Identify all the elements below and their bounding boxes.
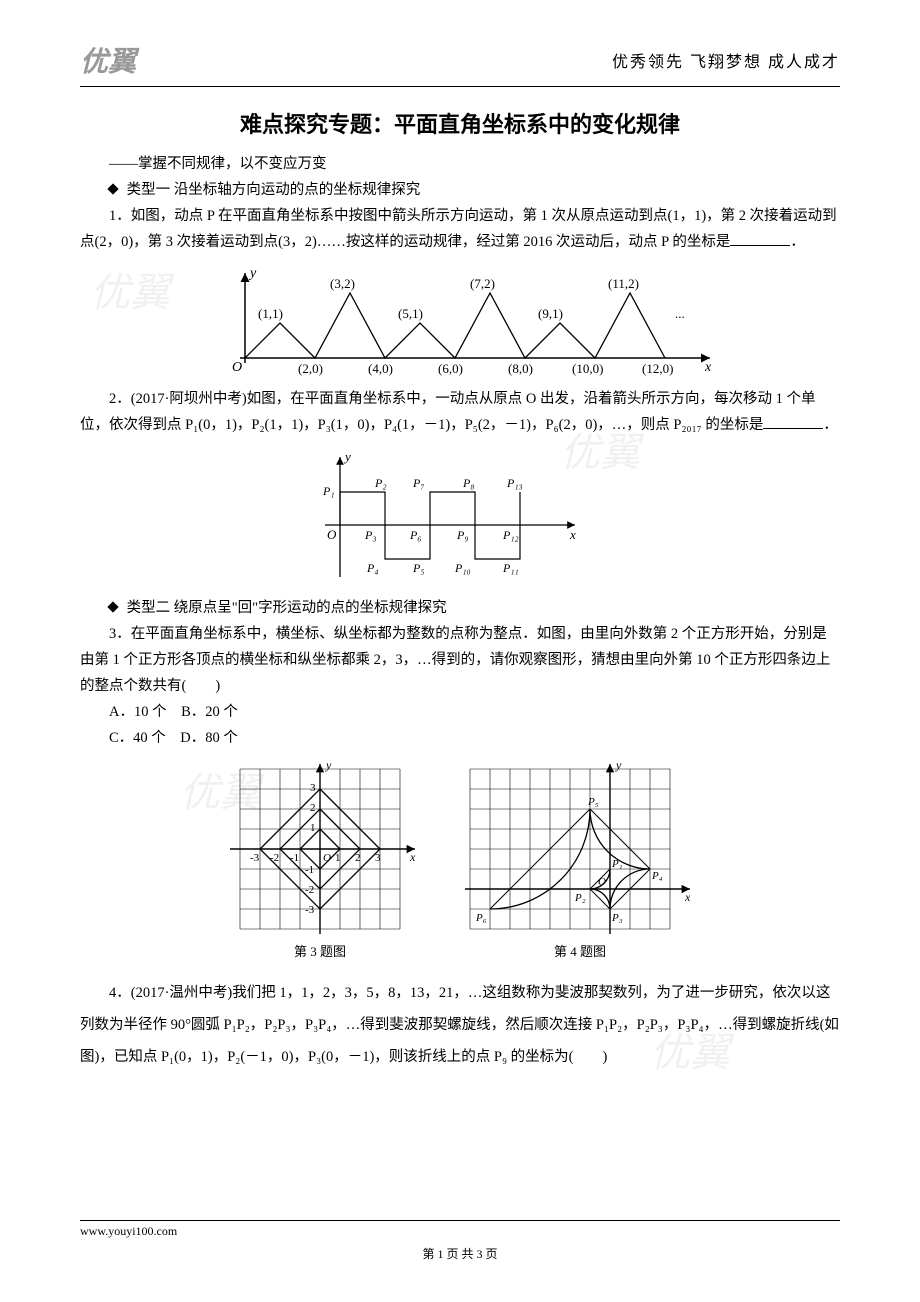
svg-text:P₃: P₃ xyxy=(611,912,623,924)
svg-text:-1: -1 xyxy=(305,864,314,876)
fill-blank[interactable] xyxy=(730,245,790,246)
svg-text:1: 1 xyxy=(310,822,316,834)
svg-text:(7,2): (7,2) xyxy=(470,276,495,291)
svg-text:P₉: P₉ xyxy=(456,528,469,542)
type1-label: 类型一 沿坐标轴方向运动的点的坐标规律探究 xyxy=(127,182,421,198)
svg-text:...: ... xyxy=(675,306,685,321)
svg-text:(1,1): (1,1) xyxy=(258,306,283,321)
svg-text:-1: -1 xyxy=(290,852,299,864)
fig4-caption: 第 4 题图 xyxy=(460,941,700,960)
page-header: 优翼 优秀领先 飞翔梦想 成人成才 xyxy=(80,40,840,87)
svg-text:P₅: P₅ xyxy=(412,561,425,575)
svg-text:O: O xyxy=(327,527,337,542)
fill-blank[interactable] xyxy=(763,428,823,429)
svg-text:P₄: P₄ xyxy=(366,561,379,575)
svg-text:P₁₀: P₁₀ xyxy=(454,561,471,575)
svg-text:(11,2): (11,2) xyxy=(608,276,639,291)
slogan: 优秀领先 飞翔梦想 成人成才 xyxy=(612,48,840,72)
fig3-caption: 第 3 题图 xyxy=(220,941,420,960)
svg-text:P₁₁: P₁₁ xyxy=(502,561,519,575)
svg-text:2: 2 xyxy=(310,802,316,814)
svg-text:P₄: P₄ xyxy=(651,870,663,882)
svg-text:2: 2 xyxy=(355,852,361,864)
svg-text:-2: -2 xyxy=(270,852,279,864)
svg-text:P₁: P₁ xyxy=(322,484,335,498)
svg-text:P₅: P₅ xyxy=(587,796,599,808)
svg-text:P₃: P₃ xyxy=(364,528,377,542)
svg-text:P₂: P₂ xyxy=(374,476,387,490)
svg-text:3: 3 xyxy=(375,852,381,864)
svg-text:x: x xyxy=(704,360,712,375)
question-3: 3．在平面直角坐标系中，横坐标、纵坐标都为整数的点称为整点．如图，由里向外数第 … xyxy=(80,621,840,699)
svg-text:y: y xyxy=(325,759,332,772)
svg-text:P₁₂: P₁₂ xyxy=(502,528,519,542)
svg-text:O: O xyxy=(232,360,242,375)
figure-1: y x O (1,1) (3,2) (5,1) (7,2) (9,1) (11,… xyxy=(80,263,840,378)
type2-label: 类型二 绕原点呈"回"字形运动的点的坐标规律探究 xyxy=(127,600,447,616)
q3-option-cd: C．40 个 D．80 个 xyxy=(80,725,840,751)
svg-text:(6,0): (6,0) xyxy=(438,361,463,376)
svg-text:O: O xyxy=(598,876,606,888)
page-footer: www.youyi100.com 第 1 页 共 3 页 xyxy=(80,1220,840,1262)
type1-heading: 类型一 沿坐标轴方向运动的点的坐标规律探究 xyxy=(80,177,840,203)
svg-text:(8,0): (8,0) xyxy=(508,361,533,376)
svg-text:(5,1): (5,1) xyxy=(398,306,423,321)
page-title: 难点探究专题：平面直角坐标系中的变化规律 xyxy=(80,107,840,139)
svg-text:P₈: P₈ xyxy=(462,476,475,490)
svg-text:(4,0): (4,0) xyxy=(368,361,393,376)
svg-text:P₂: P₂ xyxy=(574,892,586,904)
logo: 优翼 xyxy=(80,40,136,80)
question-4: 4．(2017·温州中考)我们把 1，1，2，3，5，8，13，21，…这组数称… xyxy=(80,978,840,1074)
figure-3-4-row: y x O 1 2 3 -1 -2 -3 1 2 3 -1 -2 -3 第 3 … xyxy=(80,759,840,960)
svg-text:O: O xyxy=(323,852,331,864)
svg-text:(9,1): (9,1) xyxy=(538,306,563,321)
svg-text:P₆: P₆ xyxy=(475,912,487,924)
intro-text: ——掌握不同规律，以不变应万变 xyxy=(80,151,840,177)
question-1: 1．如图，动点 P 在平面直角坐标系中按图中箭头所示方向运动，第 1 次从原点运… xyxy=(80,203,840,255)
svg-text:y: y xyxy=(248,266,257,281)
figure-4: y x O P₁ P₂ P₃ P₄ P₅ P₆ 第 4 题图 xyxy=(460,759,700,960)
svg-text:(12,0): (12,0) xyxy=(642,361,673,376)
diamond-icon xyxy=(107,183,118,194)
svg-text:1: 1 xyxy=(335,852,341,864)
svg-text:-3: -3 xyxy=(250,852,260,864)
svg-text:P₆: P₆ xyxy=(409,528,422,542)
type2-heading: 类型二 绕原点呈"回"字形运动的点的坐标规律探究 xyxy=(80,595,840,621)
svg-text:-3: -3 xyxy=(305,904,315,916)
svg-text:x: x xyxy=(409,850,416,864)
svg-text:y: y xyxy=(343,449,351,464)
svg-text:P₇: P₇ xyxy=(412,476,425,490)
diamond-icon xyxy=(107,601,118,612)
svg-text:P₁: P₁ xyxy=(611,858,623,870)
svg-text:(10,0): (10,0) xyxy=(572,361,603,376)
svg-text:y: y xyxy=(615,759,622,772)
svg-text:(3,2): (3,2) xyxy=(330,276,355,291)
svg-text:-2: -2 xyxy=(305,884,314,896)
svg-text:x: x xyxy=(569,527,576,542)
q3-option-ab: A．10 个 B．20 个 xyxy=(80,699,840,725)
figure-3: y x O 1 2 3 -1 -2 -3 1 2 3 -1 -2 -3 第 3 … xyxy=(220,759,420,960)
page-number: 第 1 页 共 3 页 xyxy=(80,1245,840,1262)
figure-2: y x O P₁ P₂ P₃ P₄ P₅ P₆ P₇ P₈ P₉ P₁₀ P₁₁… xyxy=(80,447,840,587)
svg-text:(2,0): (2,0) xyxy=(298,361,323,376)
footer-url: www.youyi100.com xyxy=(80,1224,840,1239)
svg-text:P₁₃: P₁₃ xyxy=(506,476,523,490)
svg-text:x: x xyxy=(684,890,691,904)
question-2: 2．(2017·阿坝州中考)如图，在平面直角坐标系中，一动点从原点 O 出发，沿… xyxy=(80,386,840,438)
svg-text:3: 3 xyxy=(310,782,316,794)
